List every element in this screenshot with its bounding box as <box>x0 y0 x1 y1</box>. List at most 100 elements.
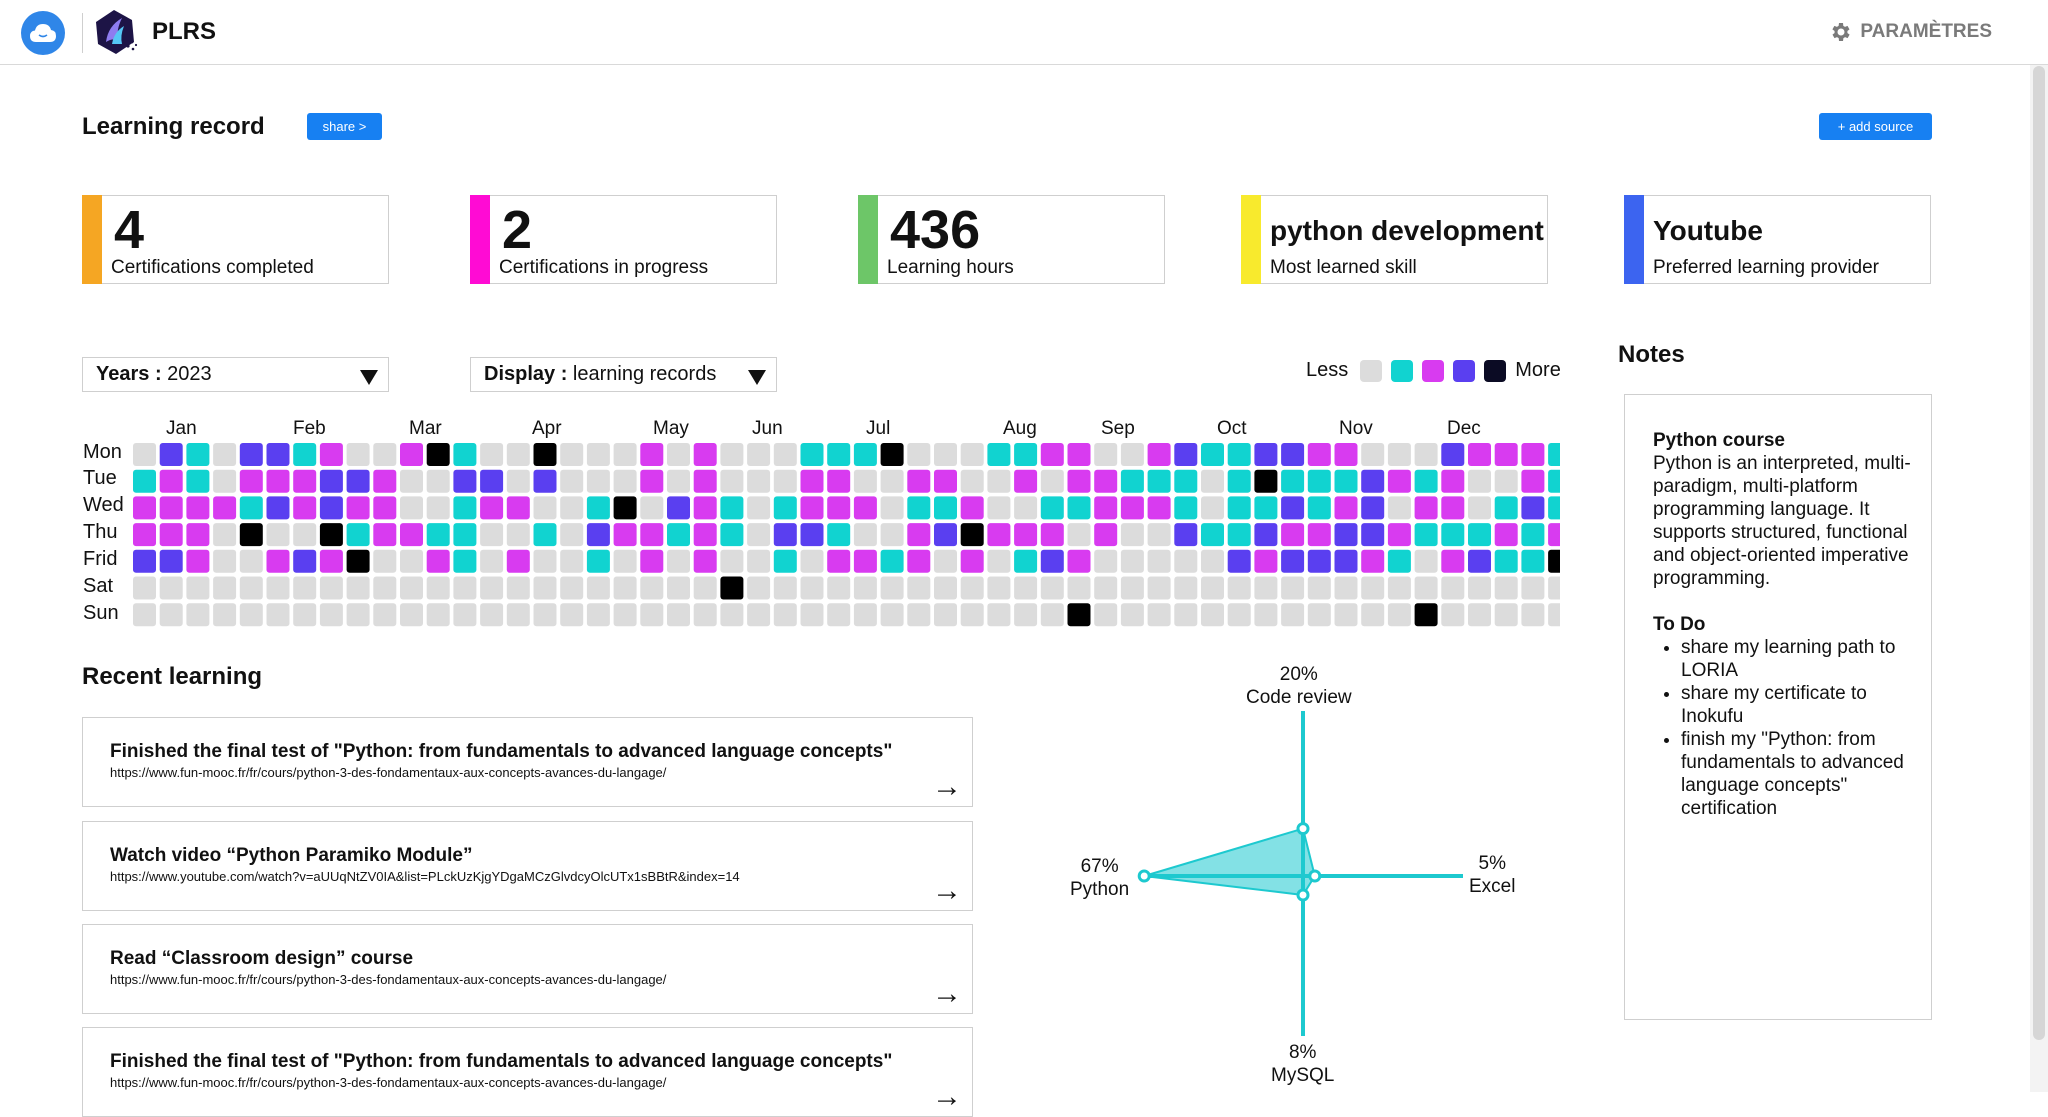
heatmap-cell[interactable] <box>533 469 557 493</box>
heatmap-cell[interactable] <box>934 443 957 466</box>
heatmap-cell[interactable] <box>373 469 397 493</box>
heatmap-cell[interactable] <box>133 469 156 493</box>
heatmap-cell[interactable] <box>1014 496 1038 520</box>
heatmap-cell[interactable] <box>1147 523 1171 547</box>
heatmap-cell[interactable] <box>1387 469 1411 493</box>
heatmap-cell[interactable] <box>1307 469 1331 493</box>
heatmap-cell[interactable] <box>1040 549 1064 573</box>
heatmap-cell[interactable] <box>1120 523 1144 547</box>
heatmap-cell[interactable] <box>159 523 183 547</box>
plrs-logo-icon[interactable] <box>92 8 140 56</box>
heatmap-cell[interactable] <box>1414 496 1438 520</box>
heatmap-cell[interactable] <box>907 469 931 493</box>
heatmap-cell[interactable] <box>373 523 397 547</box>
heatmap-cell[interactable] <box>1040 576 1064 600</box>
heatmap-cell[interactable] <box>747 443 771 466</box>
heatmap-cell[interactable] <box>480 523 504 547</box>
recent-item[interactable]: Watch video “Python Paramiko Module” htt… <box>82 821 973 911</box>
heatmap-cell[interactable] <box>293 576 317 600</box>
heatmap-cell[interactable] <box>266 603 290 627</box>
heatmap-cell[interactable] <box>506 469 530 493</box>
heatmap-cell[interactable] <box>1014 549 1038 573</box>
heatmap-cell[interactable] <box>853 603 877 627</box>
heatmap-cell[interactable] <box>506 523 530 547</box>
heatmap-cell[interactable] <box>480 603 504 627</box>
heatmap-cell[interactable] <box>1040 603 1064 627</box>
heatmap-cell[interactable] <box>1040 443 1064 466</box>
heatmap-cell[interactable] <box>907 496 931 520</box>
heatmap-cell[interactable] <box>266 496 290 520</box>
heatmap-cell[interactable] <box>987 603 1011 627</box>
heatmap-cell[interactable] <box>319 469 343 493</box>
heatmap-cell[interactable] <box>747 603 771 627</box>
heatmap-cell[interactable] <box>853 469 877 493</box>
heatmap-cell[interactable] <box>1414 549 1438 573</box>
heatmap-cell[interactable] <box>400 549 423 573</box>
heatmap-cell[interactable] <box>239 443 263 466</box>
heatmap-cell[interactable] <box>1094 443 1118 466</box>
heatmap-cell[interactable] <box>667 603 690 627</box>
heatmap-cell[interactable] <box>960 496 984 520</box>
heatmap-cell[interactable] <box>693 496 717 520</box>
heatmap-cell[interactable] <box>613 549 637 573</box>
heatmap-cell[interactable] <box>1468 603 1491 627</box>
heatmap-cell[interactable] <box>1441 603 1465 627</box>
heatmap-cell[interactable] <box>533 549 557 573</box>
heatmap-cell[interactable] <box>1494 523 1518 547</box>
heatmap-cell[interactable] <box>773 443 797 466</box>
recent-item-url[interactable]: https://www.fun-mooc.fr/fr/cours/python-… <box>110 1075 667 1090</box>
heatmap-cell[interactable] <box>400 443 423 466</box>
heatmap-cell[interactable] <box>1334 443 1358 466</box>
heatmap-cell[interactable] <box>1067 523 1091 547</box>
display-select[interactable]: Display : learning records <box>470 357 777 392</box>
heatmap-cell[interactable] <box>1174 603 1198 627</box>
heatmap-cell[interactable] <box>480 443 504 466</box>
heatmap-cell[interactable] <box>560 523 584 547</box>
recent-item[interactable]: Finished the final test of "Python: from… <box>82 717 973 807</box>
heatmap-cell[interactable] <box>747 496 771 520</box>
heatmap-cell[interactable] <box>319 576 343 600</box>
heatmap-cell[interactable] <box>1281 603 1305 627</box>
heatmap-cell[interactable] <box>1468 469 1491 493</box>
heatmap-cell[interactable] <box>1120 576 1144 600</box>
heatmap-cell[interactable] <box>159 469 183 493</box>
heatmap-cell[interactable] <box>426 549 450 573</box>
heatmap-cell[interactable] <box>1281 549 1305 573</box>
heatmap-cell[interactable] <box>1281 576 1305 600</box>
heatmap-cell[interactable] <box>827 469 851 493</box>
heatmap-cell[interactable] <box>186 496 210 520</box>
heatmap-cell[interactable] <box>346 523 370 547</box>
heatmap-cell[interactable] <box>1307 576 1331 600</box>
heatmap-cell[interactable] <box>960 603 984 627</box>
heatmap-cell[interactable] <box>880 469 904 493</box>
heatmap-cell[interactable] <box>1094 523 1118 547</box>
heatmap-cell[interactable] <box>1254 443 1278 466</box>
heatmap-cell[interactable] <box>853 443 877 466</box>
heatmap-cell[interactable] <box>346 443 370 466</box>
heatmap-cell[interactable] <box>1494 549 1518 573</box>
heatmap-cell[interactable] <box>1254 549 1278 573</box>
heatmap-cell[interactable] <box>827 603 851 627</box>
heatmap-cell[interactable] <box>1441 496 1465 520</box>
heatmap-cell[interactable] <box>1067 603 1091 627</box>
heatmap-cell[interactable] <box>1147 443 1171 466</box>
heatmap-cell[interactable] <box>533 496 557 520</box>
heatmap-cell[interactable] <box>1227 443 1251 466</box>
heatmap-cell[interactable] <box>1521 549 1545 573</box>
heatmap-cell[interactable] <box>773 549 797 573</box>
heatmap-cell[interactable] <box>186 443 210 466</box>
heatmap-cell[interactable] <box>586 549 610 573</box>
heatmap-cell[interactable] <box>1387 443 1411 466</box>
heatmap-cell[interactable] <box>1468 576 1491 600</box>
heatmap-cell[interactable] <box>693 443 717 466</box>
heatmap-cell[interactable] <box>1468 549 1491 573</box>
heatmap-cell[interactable] <box>667 469 690 493</box>
heatmap-cell[interactable] <box>800 523 824 547</box>
heatmap-cell[interactable] <box>934 469 957 493</box>
heatmap-cell[interactable] <box>1254 523 1278 547</box>
heatmap-cell[interactable] <box>133 549 156 573</box>
add-source-button[interactable]: + add source <box>1819 113 1932 140</box>
heatmap-cell[interactable] <box>239 549 263 573</box>
heatmap-cell[interactable] <box>159 576 183 600</box>
heatmap-cell[interactable] <box>1227 469 1251 493</box>
